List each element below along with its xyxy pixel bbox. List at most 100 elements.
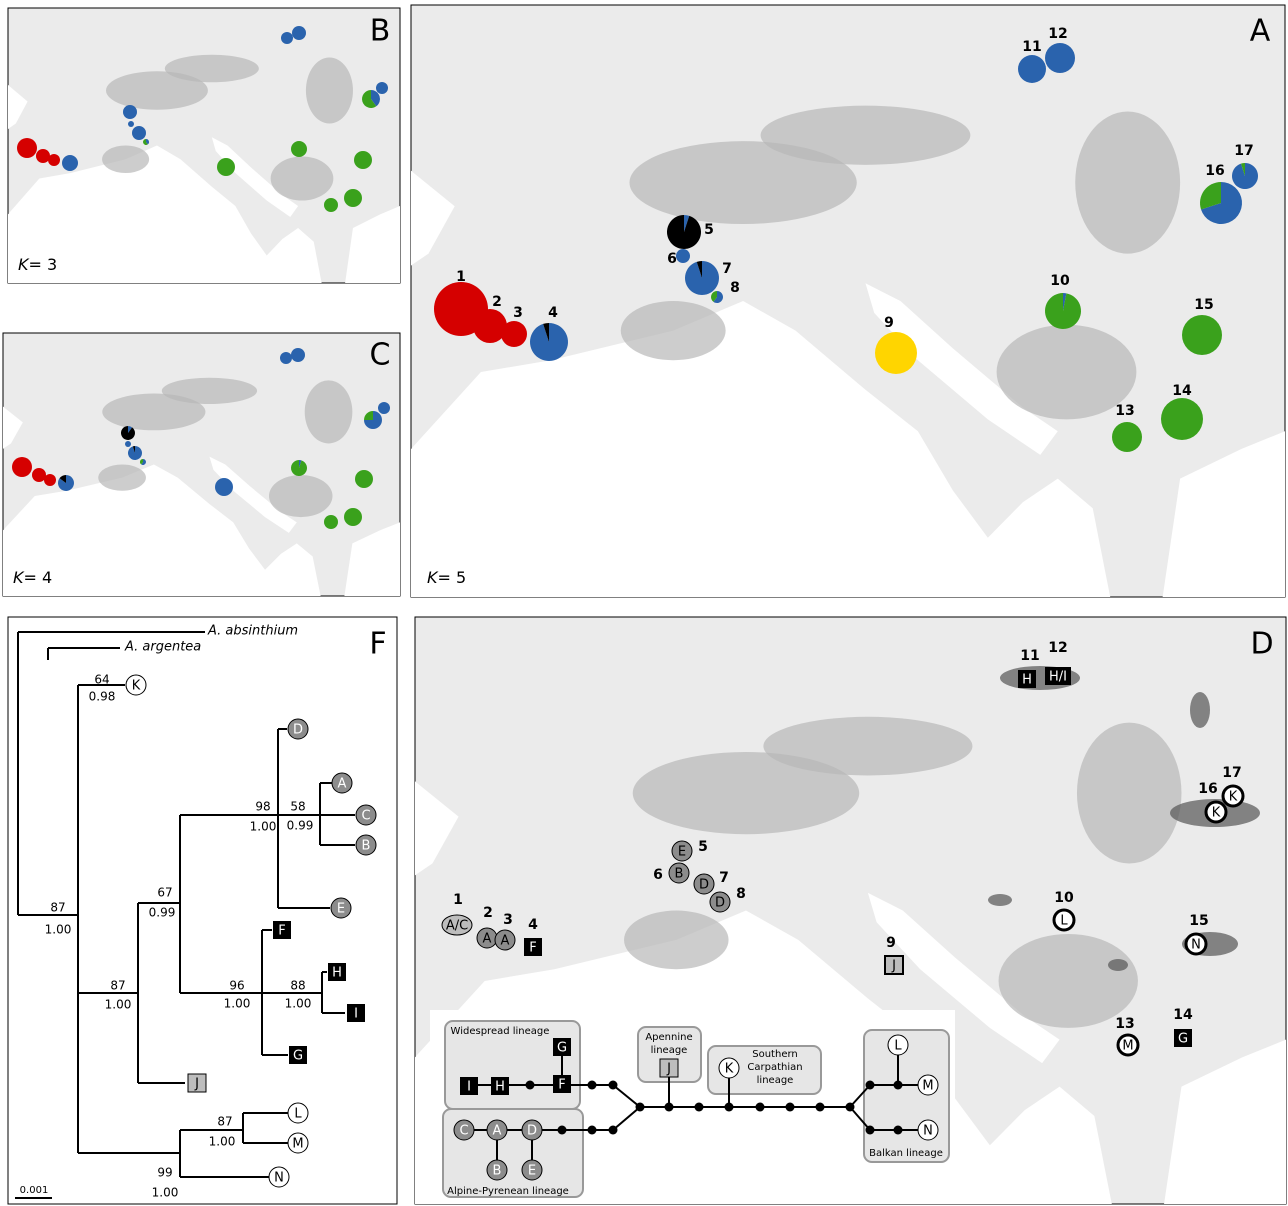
population-number: 8 (736, 886, 746, 902)
haplotype-label: J (194, 1077, 199, 1092)
posterior-probability: 0.99 (149, 906, 176, 920)
pie-slice (280, 352, 292, 364)
k-label: K= 4 (13, 568, 52, 587)
population-number: 2 (483, 905, 493, 921)
distribution-area (1190, 692, 1210, 728)
population-number: 9 (884, 315, 894, 331)
k-value: = 4 (24, 568, 53, 587)
haplotype-label: K (1229, 790, 1238, 805)
missing-haplotype (786, 1103, 795, 1112)
population-number: 12 (1048, 26, 1067, 42)
bootstrap-support: 87 (50, 901, 65, 915)
pie-slice (378, 402, 390, 414)
pie-slice (17, 138, 37, 158)
haplotype-label: M (1122, 1039, 1133, 1054)
haplotype-label: M (922, 1079, 933, 1094)
lineage-label: Apennine (645, 1032, 692, 1043)
lineage-label: Carpathian (747, 1062, 802, 1073)
population-number: 12 (1048, 640, 1067, 656)
missing-haplotype (695, 1103, 704, 1112)
lineage-label: lineage (757, 1075, 794, 1086)
missing-haplotype (866, 1081, 875, 1090)
lineage-label: lineage (651, 1045, 688, 1056)
haplotype-label: K (132, 679, 141, 694)
haplotype-label: N (1191, 938, 1201, 953)
population-number: 11 (1020, 648, 1039, 664)
pie-slice (123, 105, 137, 119)
pie-slice (291, 348, 305, 362)
figure: 1234567891011121314151617AK= 5BK= 3CK= 4… (0, 0, 1288, 1206)
panel-letter: C (370, 338, 391, 373)
k-value: = 5 (438, 568, 467, 587)
mountains (1077, 723, 1182, 864)
bootstrap-support: 67 (157, 886, 172, 900)
population-number: 17 (1222, 765, 1241, 781)
k-label: K= 3 (18, 255, 57, 274)
mountains (269, 475, 333, 517)
haplotype-label: E (528, 1164, 536, 1179)
population-number: 15 (1194, 297, 1213, 313)
bootstrap-support: 87 (110, 979, 125, 993)
missing-haplotype (609, 1126, 618, 1135)
missing-haplotype (665, 1103, 674, 1112)
bootstrap-support: 64 (94, 673, 109, 687)
bootstrap-support: 98 (255, 800, 270, 814)
panel-letter: F (369, 627, 386, 662)
posterior-probability: 1.00 (45, 923, 72, 937)
missing-haplotype (894, 1126, 903, 1135)
haplotype-label: B (362, 839, 371, 854)
posterior-probability: 1.00 (285, 997, 312, 1011)
population-number: 16 (1205, 163, 1224, 179)
population-number: 10 (1050, 273, 1070, 289)
population-number: 10 (1054, 890, 1074, 906)
pie-slice (1018, 55, 1046, 83)
missing-haplotype (636, 1103, 645, 1112)
posterior-probability: 1.00 (105, 998, 132, 1012)
k-label: K= 5 (427, 568, 466, 587)
pie-slice (344, 508, 362, 526)
haplotype-label: F (529, 941, 536, 956)
population-number: 7 (719, 870, 729, 886)
posterior-probability: 0.98 (89, 690, 116, 704)
haplotype-label: L (1060, 914, 1068, 929)
pie-slice (1045, 293, 1081, 329)
population-number: 1 (453, 892, 463, 908)
outgroup-label: A. absinthium (207, 624, 298, 639)
pie-slice (1182, 315, 1222, 355)
haplotype-label: E (337, 902, 345, 917)
bootstrap-support: 87 (217, 1115, 232, 1129)
missing-haplotype (526, 1081, 535, 1090)
pie-slice (36, 149, 50, 163)
pie-slice (344, 189, 362, 207)
posterior-probability: 1.00 (152, 1186, 179, 1200)
haplotype-label: N (923, 1124, 933, 1139)
lineage-label: Alpine-Pyrenean lineage (447, 1186, 569, 1197)
haplotype-label: D (527, 1124, 537, 1139)
bootstrap-support: 96 (229, 979, 244, 993)
posterior-probability: 0.99 (287, 819, 314, 833)
pie-slice (530, 323, 568, 361)
bootstrap-support: 58 (290, 800, 305, 814)
population-number: 15 (1189, 913, 1208, 929)
haplotype-label: K (1212, 806, 1221, 821)
panel-letter: D (1250, 627, 1273, 662)
population-number: 2 (492, 294, 502, 310)
haplotype-label: G (1178, 1032, 1188, 1047)
missing-haplotype (816, 1103, 825, 1112)
pie-slice (1161, 398, 1203, 440)
haplotype-label: I (354, 1007, 358, 1022)
haplotype-label: G (557, 1041, 567, 1056)
population-number: 4 (528, 917, 538, 933)
population-number: 5 (704, 222, 714, 238)
haplotype-label: A (493, 1124, 502, 1139)
k-value: = 3 (29, 255, 58, 274)
population-number: 9 (886, 935, 896, 951)
haplotype-label: F (558, 1078, 565, 1093)
pie-slice (44, 474, 56, 486)
population-number: 13 (1115, 403, 1134, 419)
mountains (621, 301, 726, 360)
missing-haplotype (558, 1126, 567, 1135)
haplotype-label: H (332, 966, 342, 981)
population-number: 16 (1198, 781, 1217, 797)
population-number: 13 (1115, 1016, 1134, 1032)
